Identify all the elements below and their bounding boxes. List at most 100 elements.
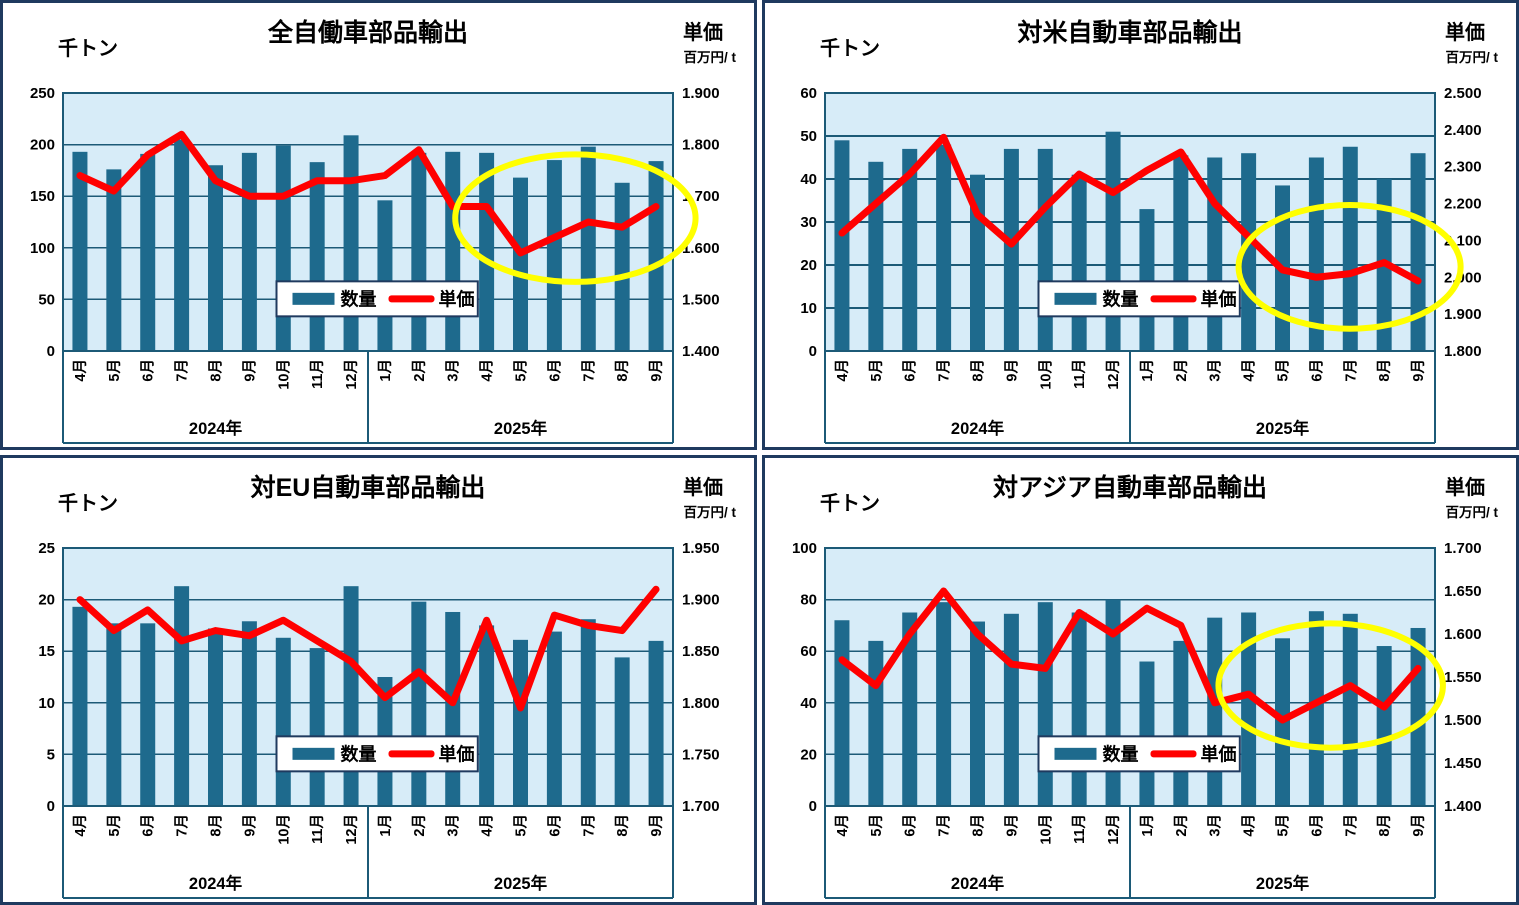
legend-bar-swatch — [1054, 747, 1097, 760]
bar-9月 — [648, 640, 664, 806]
month-label: 9月 — [648, 814, 665, 837]
bar-8月 — [614, 182, 630, 351]
bar-9月 — [241, 152, 257, 351]
bar-5月 — [106, 169, 122, 351]
chart-panel-eu-auto-parts: 対EU自動車部品輸出 千トン 単価 百万円/ t 25 20 15 10 5 0 1.950 1.90… — [0, 455, 757, 905]
left-axis-tick-label: 0 — [809, 343, 817, 360]
month-label: 10月 — [1037, 814, 1054, 845]
left-axis-tick-label: 80 — [800, 592, 817, 609]
month-label: 6月 — [546, 814, 563, 837]
right-axis-unit: 単価 — [1445, 20, 1485, 44]
bar-5月 — [513, 639, 528, 806]
right-axis-tick-label: 2.200 — [1444, 196, 1482, 213]
left-axis-tick-label: 100 — [30, 240, 55, 257]
right-axis-subunit: 百万円/ t — [684, 505, 737, 520]
left-axis-tick-label: 25 — [38, 540, 55, 557]
right-axis-tick-label: 1.800 — [1444, 343, 1482, 360]
bar-11月 — [309, 162, 325, 351]
bar-3月 — [1207, 617, 1223, 806]
bar-9月 — [1003, 148, 1019, 351]
right-axis-tick-label: 2.300 — [1444, 159, 1482, 176]
highlight-ellipse — [1215, 620, 1446, 751]
bar-8月 — [208, 628, 223, 806]
bar-2月 — [1173, 155, 1189, 351]
year-label: 2025年 — [494, 418, 548, 438]
chart-title: 対EU自動車部品輸出 — [251, 473, 486, 502]
bar-8月 — [970, 621, 985, 806]
bar-4月 — [834, 620, 850, 806]
month-label: 9月 — [241, 359, 258, 382]
month-label: 1月 — [377, 814, 394, 837]
month-label: 2月 — [411, 814, 428, 837]
month-label: 6月 — [546, 359, 563, 382]
month-label: 4月 — [1241, 814, 1258, 837]
bar-7月 — [936, 144, 952, 351]
right-axis-tick-label: 1.850 — [682, 643, 720, 660]
right-axis-tick-label: 1.600 — [1444, 626, 1482, 643]
month-label: 12月 — [1105, 359, 1122, 390]
month-label: 7月 — [936, 814, 953, 837]
month-label: 6月 — [140, 814, 157, 837]
right-axis-tick-label: 1.500 — [682, 291, 720, 308]
bar-12月 — [1105, 131, 1121, 351]
month-label: 11月 — [309, 359, 326, 389]
legend-line-swatch — [1150, 750, 1197, 758]
bar-12月 — [343, 135, 359, 351]
bar-6月 — [140, 623, 156, 806]
bar-3月 — [445, 151, 461, 351]
month-label: 4月 — [479, 814, 496, 837]
bar-8月 — [208, 165, 223, 351]
month-label: 9月 — [1410, 814, 1427, 837]
left-axis-unit: 千トン — [58, 492, 118, 515]
month-label: 4月 — [72, 359, 89, 382]
chart-title: 全自働車部品輸出 — [267, 18, 468, 47]
bar-11月 — [1071, 612, 1087, 806]
bar-8月 — [1376, 646, 1392, 806]
month-label: 1月 — [377, 359, 394, 382]
left-axis-tick-label: 150 — [30, 188, 55, 205]
left-axis-tick-label: 200 — [30, 137, 55, 154]
bar-5月 — [106, 623, 122, 806]
month-label: 12月 — [1105, 814, 1122, 845]
right-axis-tick-label: 1.700 — [1444, 540, 1482, 557]
bar-1月 — [1139, 209, 1155, 351]
month-label: 11月 — [1071, 359, 1088, 389]
bar-7月 — [174, 139, 190, 351]
left-axis-tick-label: 50 — [38, 291, 55, 308]
month-label: 3月 — [1207, 814, 1224, 837]
right-axis-tick-label: 1.500 — [1444, 712, 1482, 729]
year-label: 2025年 — [1256, 418, 1310, 438]
legend-line-swatch — [388, 750, 435, 758]
month-label: 7月 — [174, 359, 191, 382]
right-axis-tick-label: 1.900 — [1444, 306, 1482, 323]
month-label: 4月 — [72, 814, 89, 837]
right-axis-tick-label: 1.800 — [682, 137, 720, 154]
left-axis-tick-label: 100 — [792, 540, 817, 557]
month-label: 8月 — [208, 359, 225, 382]
left-axis-tick-label: 250 — [30, 85, 55, 102]
month-label: 6月 — [1308, 814, 1325, 837]
month-label: 9月 — [241, 814, 258, 837]
left-axis-tick-label: 15 — [38, 643, 55, 660]
month-label: 6月 — [902, 814, 919, 837]
month-label: 3月 — [445, 814, 462, 837]
bar-5月 — [868, 161, 884, 351]
right-axis-unit: 単価 — [683, 20, 723, 44]
bar-4月 — [1241, 612, 1257, 806]
right-axis-tick-label: 1.550 — [1444, 669, 1482, 686]
unit-price-line — [76, 130, 660, 257]
month-label: 12月 — [343, 359, 360, 390]
left-axis-tick-label: 0 — [809, 798, 817, 815]
right-axis-tick-label: 1.900 — [682, 592, 720, 609]
left-axis-tick-label: 60 — [800, 643, 817, 660]
bar-9月 — [241, 621, 257, 806]
year-label: 2024年 — [951, 418, 1005, 438]
year-label: 2025年 — [1256, 873, 1310, 893]
year-label: 2024年 — [951, 873, 1005, 893]
left-axis-tick-label: 50 — [800, 128, 817, 145]
month-label: 8月 — [208, 814, 225, 837]
month-label: 4月 — [834, 814, 851, 837]
bar-12月 — [343, 586, 359, 806]
legend-bar-swatch — [292, 292, 335, 305]
